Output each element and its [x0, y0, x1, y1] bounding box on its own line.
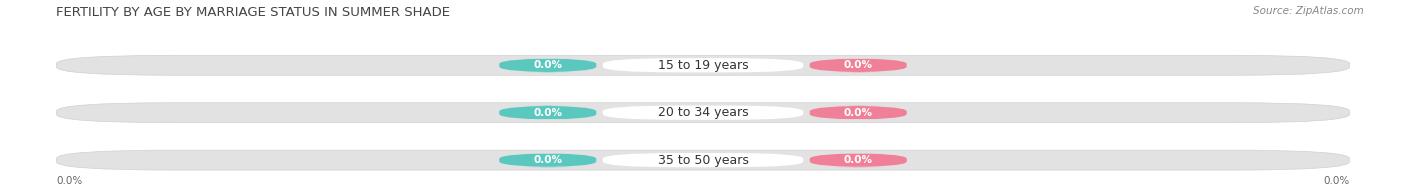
Text: 0.0%: 0.0%	[533, 155, 562, 165]
Text: 0.0%: 0.0%	[844, 108, 873, 118]
FancyBboxPatch shape	[499, 153, 596, 167]
Text: 20 to 34 years: 20 to 34 years	[658, 106, 748, 119]
Text: 0.0%: 0.0%	[56, 176, 83, 186]
Text: 0.0%: 0.0%	[533, 108, 562, 118]
Text: Source: ZipAtlas.com: Source: ZipAtlas.com	[1253, 6, 1364, 16]
Text: 15 to 19 years: 15 to 19 years	[658, 59, 748, 72]
FancyBboxPatch shape	[810, 58, 907, 72]
Text: 0.0%: 0.0%	[844, 60, 873, 70]
FancyBboxPatch shape	[810, 153, 907, 167]
FancyBboxPatch shape	[499, 106, 596, 120]
Text: FERTILITY BY AGE BY MARRIAGE STATUS IN SUMMER SHADE: FERTILITY BY AGE BY MARRIAGE STATUS IN S…	[56, 6, 450, 19]
Text: 0.0%: 0.0%	[844, 155, 873, 165]
FancyBboxPatch shape	[603, 106, 803, 120]
FancyBboxPatch shape	[810, 106, 907, 120]
FancyBboxPatch shape	[603, 153, 803, 167]
Text: 0.0%: 0.0%	[1323, 176, 1350, 186]
Text: 35 to 50 years: 35 to 50 years	[658, 154, 748, 167]
FancyBboxPatch shape	[499, 58, 596, 72]
FancyBboxPatch shape	[56, 150, 1350, 170]
Text: 0.0%: 0.0%	[533, 60, 562, 70]
FancyBboxPatch shape	[603, 58, 803, 72]
FancyBboxPatch shape	[56, 103, 1350, 123]
FancyBboxPatch shape	[56, 55, 1350, 75]
